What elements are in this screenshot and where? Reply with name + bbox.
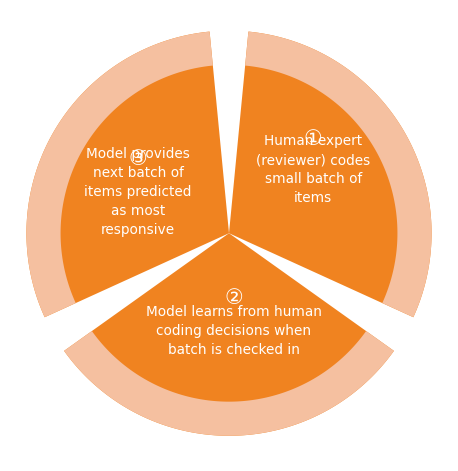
Polygon shape: [405, 264, 419, 285]
Polygon shape: [27, 32, 213, 317]
Polygon shape: [229, 32, 431, 317]
Polygon shape: [164, 52, 185, 65]
Text: ①: ①: [304, 129, 322, 148]
Text: Human expert
(reviewer) codes
small batch of
items: Human expert (reviewer) codes small batc…: [256, 134, 371, 205]
Text: ③: ③: [129, 149, 147, 170]
Polygon shape: [64, 233, 394, 436]
Polygon shape: [95, 362, 114, 381]
Polygon shape: [64, 331, 394, 436]
Polygon shape: [245, 32, 431, 317]
Text: Model learns from human
coding decisions when
batch is checked in: Model learns from human coding decisions…: [146, 305, 322, 357]
Text: Model provides
next batch of
items predicted
as most
responsive: Model provides next batch of items predi…: [84, 147, 191, 237]
Text: ②: ②: [224, 288, 243, 309]
Polygon shape: [27, 32, 229, 317]
